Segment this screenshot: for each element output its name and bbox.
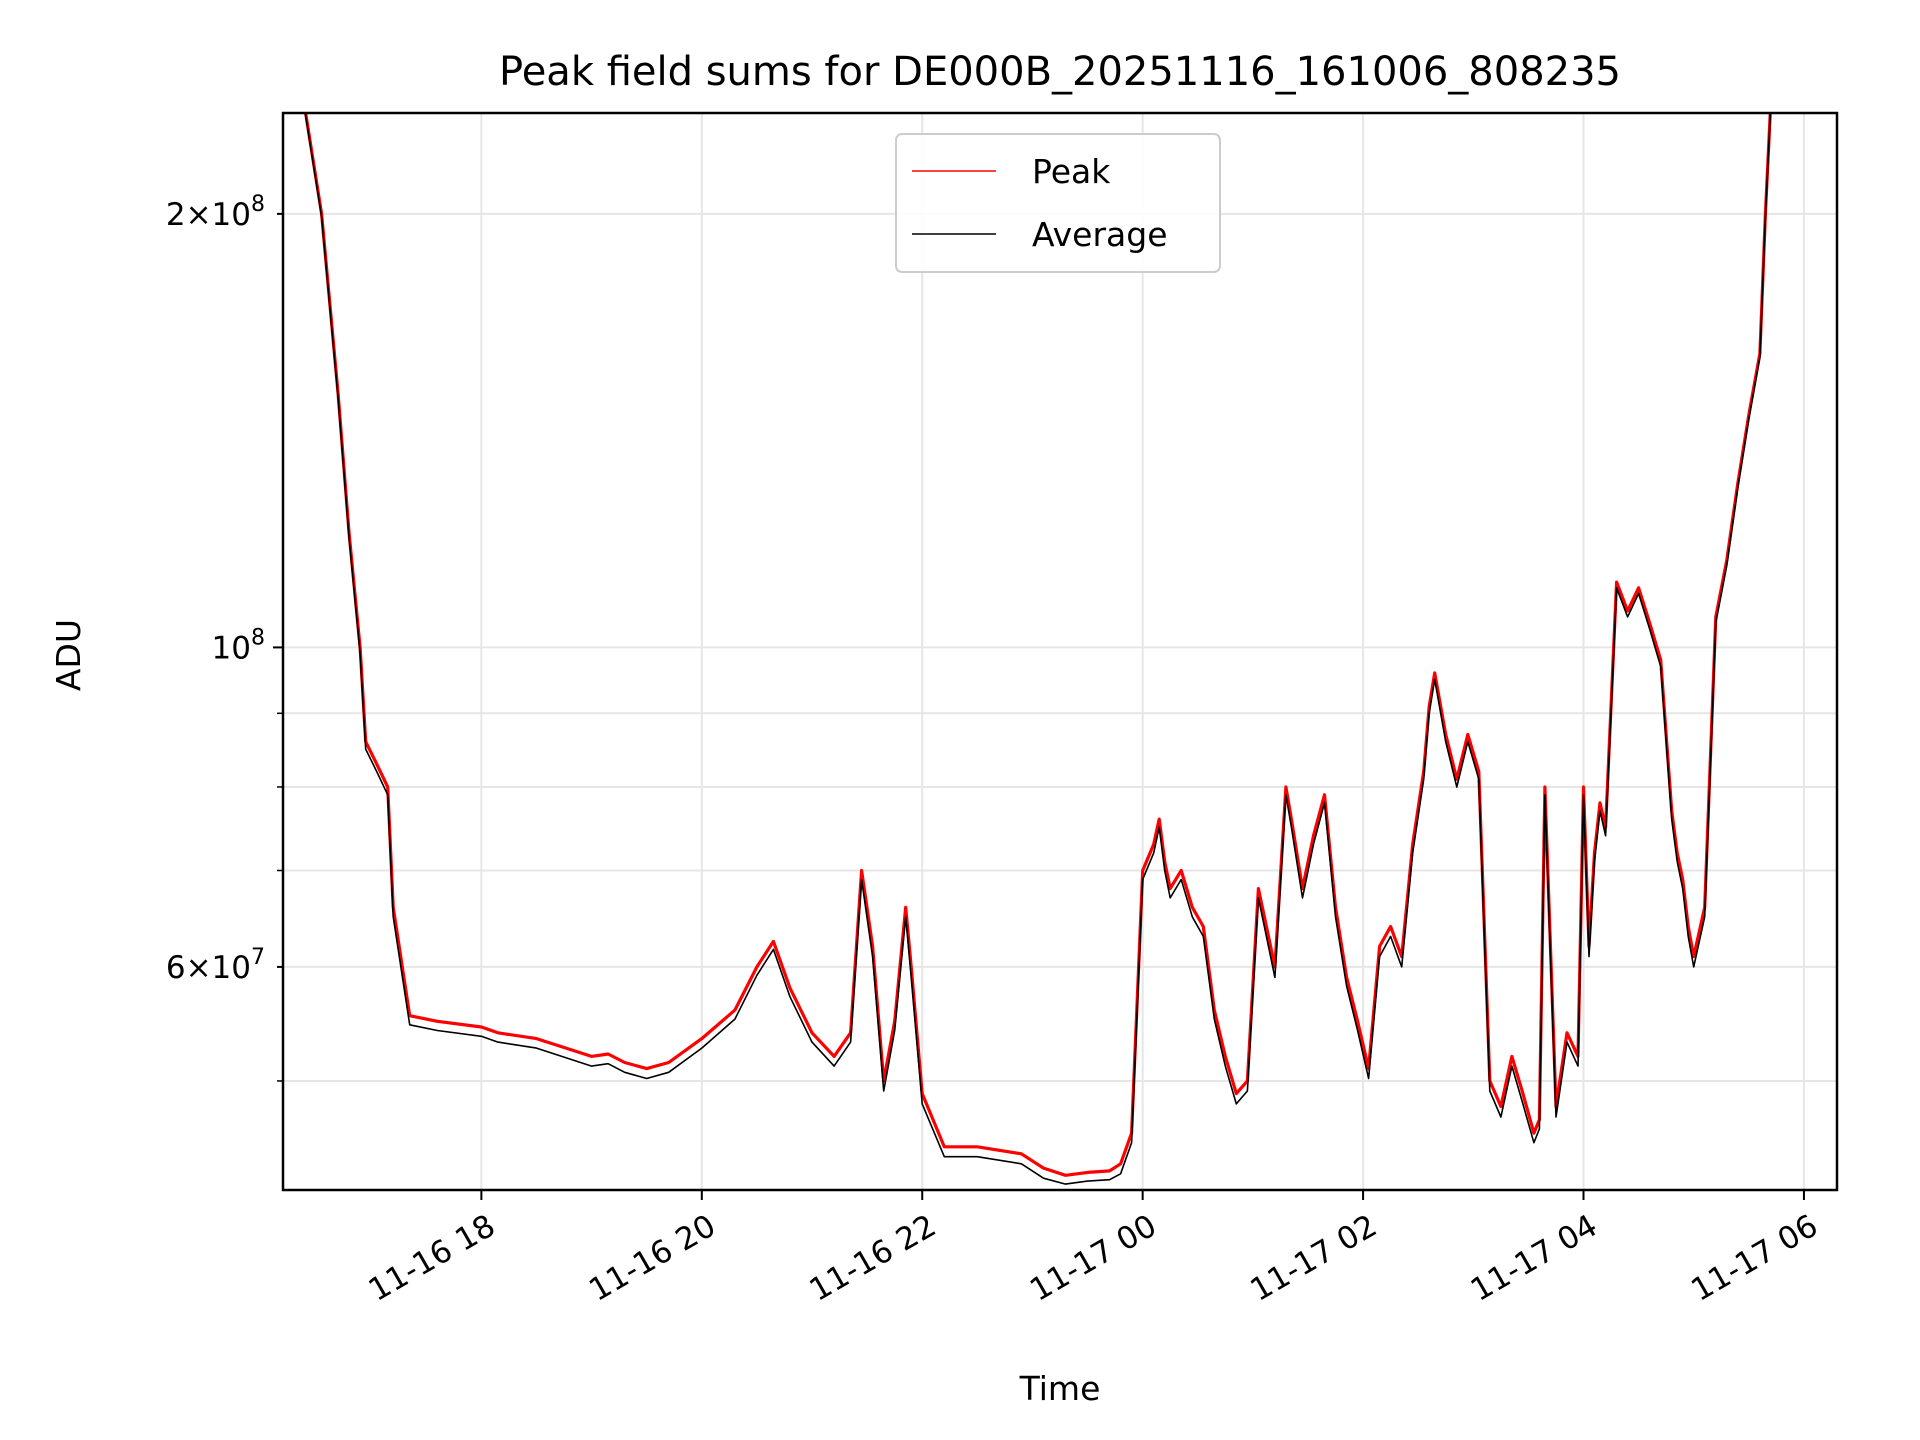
legend-label-average: Average (1032, 215, 1168, 254)
y-tick-times: × (186, 197, 212, 233)
y-tick-base: 10 (212, 950, 251, 986)
y-axis-label: ADU (49, 619, 88, 691)
legend: Peak Average (895, 133, 1221, 273)
y-tick-base: 10 (212, 197, 251, 233)
y-tick-times: × (186, 950, 212, 986)
y-tick-label: 6×107 (166, 945, 265, 986)
legend-frame (895, 133, 1221, 273)
chart-title: Peak field sums for DE000B_20251116_1610… (499, 49, 1621, 95)
y-tick-label: 2×108 (166, 192, 265, 233)
series-layer (304, 113, 1772, 1185)
x-axis-label: Time (1019, 1369, 1101, 1408)
y-tick-label: 108 (212, 625, 265, 666)
y-tick-mantissa: 6 (166, 950, 186, 986)
y-tick-exponent: 8 (251, 625, 265, 650)
y-tick-exponent: 8 (251, 192, 265, 217)
series-line-average (304, 113, 1772, 1185)
y-tick-exponent: 7 (251, 945, 265, 970)
legend-label-peak: Peak (1032, 152, 1111, 191)
series-line-peak (304, 113, 1772, 1177)
plot-frame (281, 111, 1839, 1192)
y-tick-base: 10 (212, 630, 251, 666)
y-tick-mantissa: 2 (166, 197, 186, 233)
